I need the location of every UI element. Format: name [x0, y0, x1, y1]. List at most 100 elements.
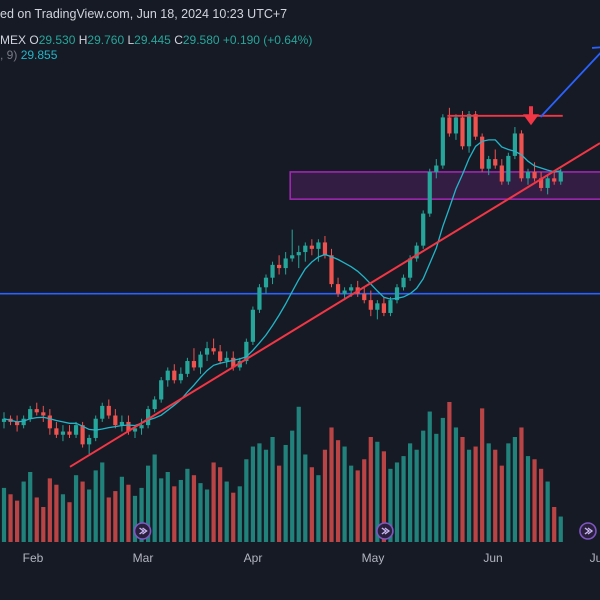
- candle-body: [539, 178, 544, 188]
- volume-bar: [73, 475, 79, 542]
- candle-body: [93, 418, 98, 438]
- candle: [47, 409, 52, 435]
- candle: [218, 345, 223, 365]
- candle-body: [185, 361, 190, 374]
- volume-bar: [486, 443, 491, 542]
- volume-bar: [453, 427, 459, 542]
- candle-body: [453, 117, 459, 134]
- volume-bar: [132, 495, 138, 542]
- candle-body: [322, 242, 328, 256]
- candle-body: [296, 252, 301, 256]
- candle: [506, 152, 511, 185]
- volume-bar: [87, 489, 92, 542]
- volume-bar: [460, 437, 465, 542]
- volume-bar: [93, 470, 98, 542]
- candle-body: [473, 114, 478, 137]
- candle: [394, 284, 400, 304]
- volume-bar: [447, 402, 452, 542]
- candle-body: [388, 300, 393, 313]
- candle-body: [303, 245, 308, 253]
- candle-body: [67, 431, 72, 435]
- event-marker-icon: [376, 522, 394, 540]
- event-marker-glyph: [139, 527, 148, 535]
- volume-bar: [558, 516, 563, 542]
- candle-body: [532, 171, 537, 179]
- candle: [414, 242, 419, 262]
- volume-bar: [80, 481, 85, 542]
- volume-bar: [224, 481, 229, 542]
- candle-body: [263, 277, 269, 288]
- volume-bar: [185, 468, 190, 542]
- candle: [73, 421, 79, 438]
- candle-body: [466, 114, 472, 147]
- candle-body: [558, 171, 563, 182]
- candle: [60, 425, 66, 442]
- volume-bar: [296, 406, 301, 542]
- candle-body: [335, 284, 341, 294]
- volume-bar: [335, 440, 341, 542]
- event-marker-glyph: [381, 527, 391, 535]
- volume-bar: [178, 479, 183, 542]
- volume-bar: [277, 465, 282, 542]
- annotations: [69, 46, 600, 468]
- volume-bar: [355, 470, 360, 542]
- candle-body: [204, 348, 210, 355]
- ma-label: , 9): [0, 48, 18, 62]
- resistance-zone: [289, 171, 600, 200]
- candle: [453, 114, 459, 140]
- volume-bar: [100, 462, 105, 542]
- exchange-label: MEX: [0, 33, 27, 47]
- month-tick-label: May: [361, 551, 385, 565]
- trendline: [69, 142, 600, 468]
- volume-bar: [421, 430, 426, 542]
- open-value: 29.530: [38, 33, 76, 47]
- candle-body: [427, 171, 432, 214]
- candle: [512, 127, 517, 160]
- volume-bar: [473, 446, 478, 542]
- volume-bar: [15, 500, 20, 542]
- volume-bar: [394, 462, 400, 542]
- candle: [106, 399, 111, 419]
- volume-bar: [211, 462, 216, 542]
- candle-body: [401, 277, 406, 288]
- volume-bar: [218, 467, 223, 542]
- candle-body: [80, 425, 85, 445]
- volume-bar: [342, 446, 347, 542]
- candle: [460, 111, 465, 150]
- candle: [185, 357, 190, 378]
- month-tick-label: Ju: [589, 551, 600, 565]
- projection-arrow-shaft: [539, 52, 600, 118]
- candle-body: [146, 409, 151, 426]
- volume-bar: [290, 430, 295, 542]
- open-label: O: [29, 33, 39, 47]
- candle-body: [493, 159, 498, 166]
- candle-body: [191, 361, 197, 368]
- candle-body: [283, 258, 288, 269]
- candle-body: [41, 412, 46, 416]
- volume-bar: [525, 456, 531, 542]
- volume-bar: [54, 484, 59, 542]
- candle: [355, 280, 360, 297]
- volume-bar: [21, 481, 26, 542]
- candle: [165, 367, 170, 387]
- candle: [296, 245, 301, 269]
- candle-body: [447, 117, 452, 134]
- event-marker-glyph: [584, 527, 594, 535]
- volume-bar: [126, 484, 131, 542]
- candle: [480, 133, 485, 172]
- candle-body: [15, 421, 20, 426]
- volume-bar: [146, 465, 151, 542]
- volume-bar: [198, 483, 203, 542]
- volume-bar: [552, 507, 557, 542]
- candle-body: [159, 380, 164, 400]
- candle-body: [198, 354, 203, 368]
- candle-body: [231, 357, 236, 368]
- candle: [447, 107, 452, 137]
- candle-body: [506, 155, 511, 182]
- month-tick-label: Apr: [243, 551, 263, 565]
- volume-bar: [28, 472, 33, 542]
- volume-bar: [408, 443, 413, 542]
- candle: [93, 415, 98, 442]
